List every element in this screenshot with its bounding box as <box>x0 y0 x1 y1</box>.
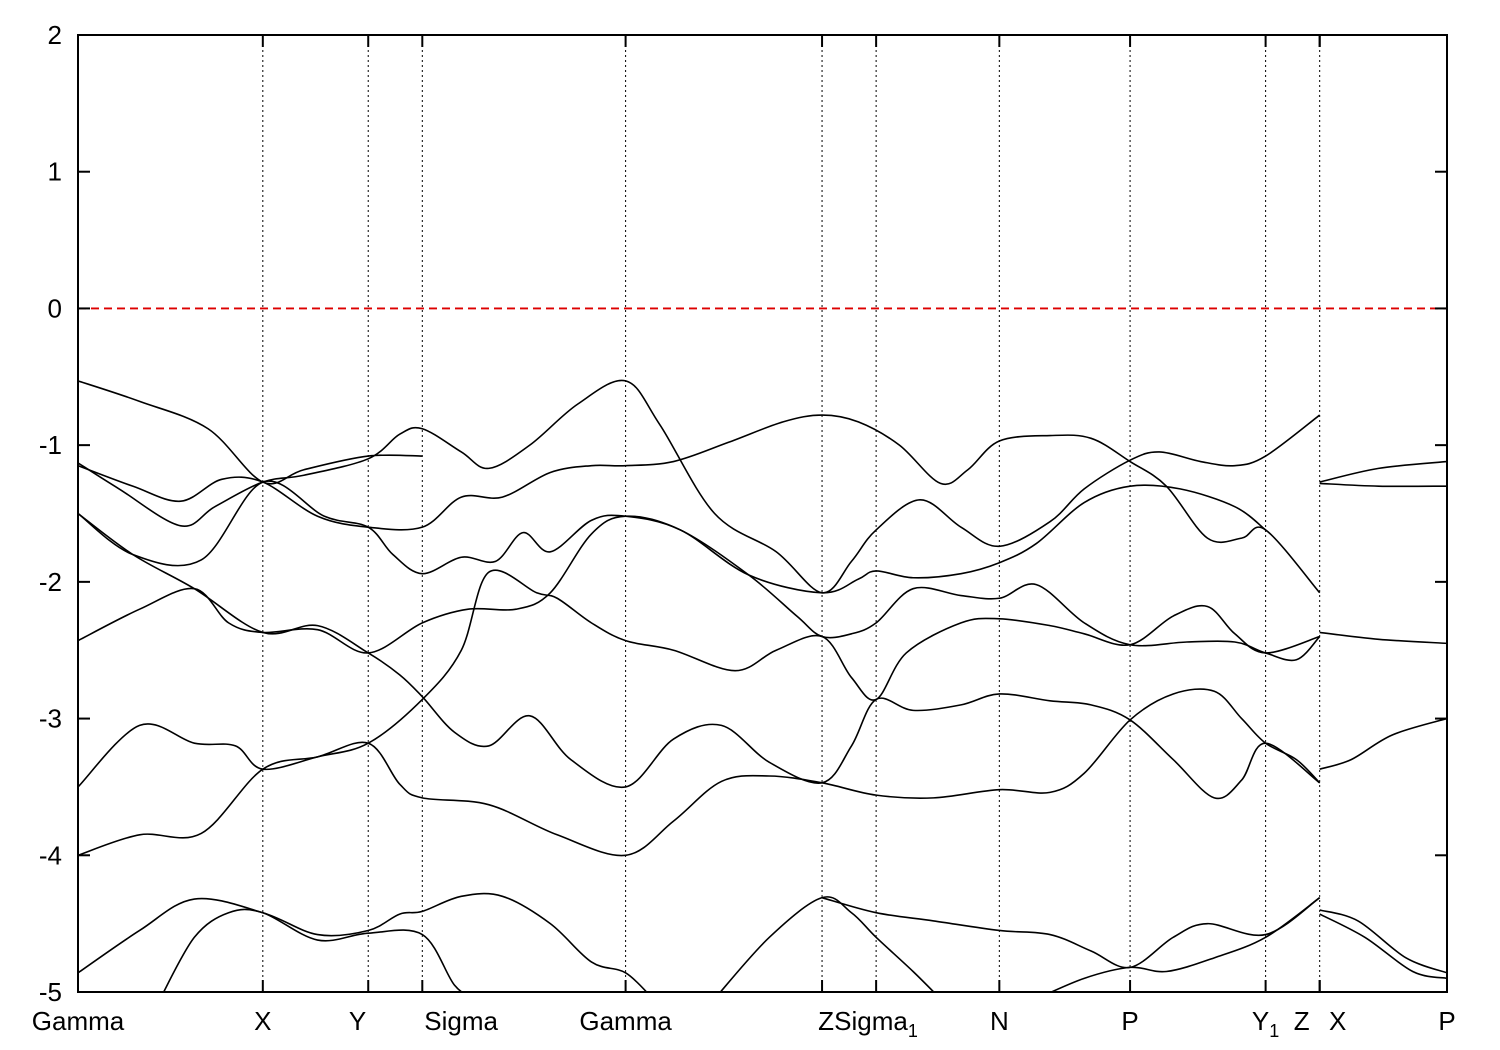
band-line-1 <box>78 380 423 485</box>
y-tick-label: 1 <box>48 157 62 187</box>
band-line-2 <box>78 379 1321 594</box>
x-tick-label: X <box>254 1006 271 1036</box>
band-line-12 <box>821 896 1321 969</box>
band-line-3 <box>78 414 1321 594</box>
x-tick-label-text: Gamma <box>32 1006 125 1036</box>
x-tick-label-text: Sigma <box>834 1006 908 1036</box>
plot-frame <box>77 34 1448 993</box>
x-tick-label-text: Gamma <box>579 1006 672 1036</box>
band-curves <box>78 379 1447 992</box>
y-axis-ticks: 2 1 0 -1 -2 -3 -4 -5 <box>39 20 1447 1007</box>
axes <box>77 34 1448 993</box>
y-tick-label: -3 <box>39 704 62 734</box>
x-tick-label-text: Y <box>349 1006 366 1036</box>
band-line-4 <box>78 480 1267 594</box>
band-line-8 <box>78 569 1320 857</box>
x-tick-label: Sigma1 <box>834 1006 918 1041</box>
y-tick-label: -1 <box>39 430 62 460</box>
x-tick-label: Y <box>349 1006 366 1036</box>
x-tick-label-text: Y <box>1252 1006 1269 1036</box>
y-tick-label: -2 <box>39 567 62 597</box>
x-tick-label: P <box>1121 1006 1138 1036</box>
x-tick-label: Gamma <box>32 1006 125 1036</box>
x-tick-label: Z <box>1294 1006 1310 1036</box>
band-line-5 <box>78 512 1321 800</box>
band-line-11 <box>719 896 935 992</box>
x-tick-label-text: Sigma <box>424 1006 498 1036</box>
grid-lines <box>262 35 1321 992</box>
band-line-6 <box>78 515 1321 662</box>
band-line-18 <box>1319 909 1447 974</box>
x-tick-label: Gamma <box>579 1006 672 1036</box>
x-tick-label-text: P <box>1121 1006 1138 1036</box>
band-line-10 <box>162 908 464 992</box>
x-tick-label-text: X <box>1329 1006 1346 1036</box>
band-line-9 <box>78 892 648 992</box>
x-tick-label-text: N <box>990 1006 1009 1036</box>
band-line-19 <box>1319 913 1447 980</box>
x-axis-ticks: Gamma X Y Sigma Gamma Z Sigma1 N P Y1 Z X P <box>32 35 1456 1041</box>
band-line-7 <box>78 688 1321 857</box>
x-tick-label-text: P <box>1438 1006 1455 1036</box>
x-tick-label-text: X <box>254 1006 271 1036</box>
x-tick-label: P <box>1438 1006 1455 1036</box>
x-tick-label: Y1 <box>1252 1006 1279 1041</box>
y-tick-label: 2 <box>48 20 62 50</box>
x-tick-label: X <box>1329 1006 1346 1036</box>
x-tick-label-text: Z <box>818 1006 834 1036</box>
y-tick-label: -5 <box>39 977 62 1007</box>
x-tick-label: Z <box>818 1006 834 1036</box>
band-line-15 <box>1319 482 1447 488</box>
y-tick-label: -4 <box>39 840 62 870</box>
x-tick-label-text: Z <box>1294 1006 1310 1036</box>
x-tick-label: Sigma <box>424 1006 498 1036</box>
x-tick-label-subscript: 1 <box>1269 1021 1279 1041</box>
band-line-16 <box>1319 631 1447 645</box>
x-tick-label-subscript: 1 <box>908 1021 918 1041</box>
y-tick-label: 0 <box>48 293 62 323</box>
band-line-14 <box>1319 460 1447 483</box>
x-tick-label: N <box>990 1006 1009 1036</box>
band-line-13 <box>1049 897 1321 992</box>
band-line-17 <box>1319 717 1447 770</box>
